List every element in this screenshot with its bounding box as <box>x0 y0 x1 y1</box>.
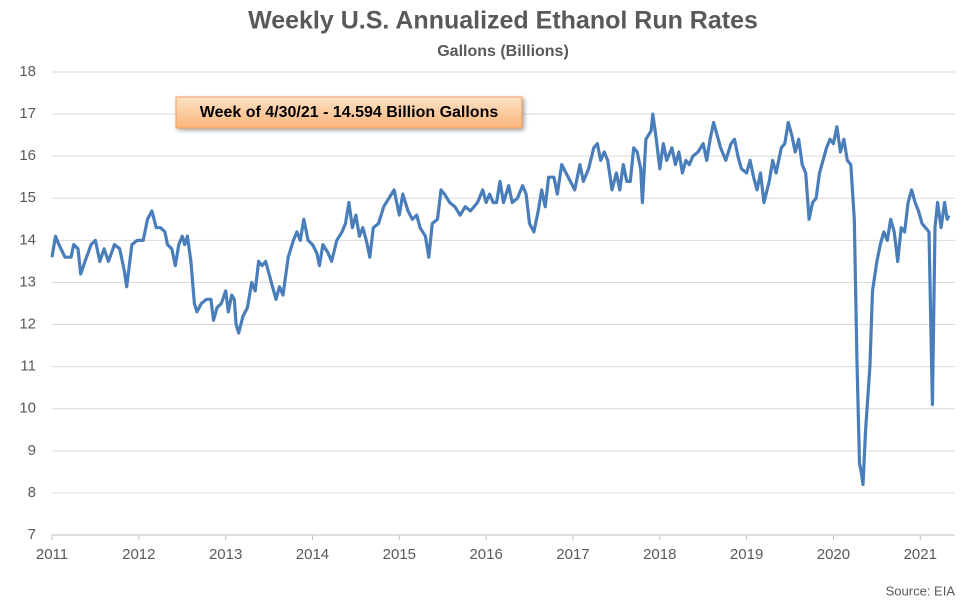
y-tick-label: 16 <box>19 147 36 164</box>
source: Source: EIA <box>886 583 956 598</box>
x-tick-label: 2013 <box>209 546 242 563</box>
y-tick-label: 15 <box>19 189 36 206</box>
y-tick-label: 13 <box>19 273 36 290</box>
data-line <box>50 112 951 487</box>
x-tick-label: 2011 <box>36 546 68 563</box>
y-tick-label: 14 <box>19 231 36 248</box>
x-tick-label: 2018 <box>643 546 676 563</box>
y-tick-label: 8 <box>28 484 36 501</box>
chart-subtitle: Gallons (Billions) <box>437 43 569 60</box>
x-tick-label: 2012 <box>122 546 155 563</box>
chart-title: Weekly U.S. Annualized Ethanol Run Rates <box>248 7 758 35</box>
x-tick-label: 2021 <box>904 546 937 563</box>
x-tick-label: 2014 <box>296 546 329 563</box>
x-tick-label: 2020 <box>817 546 850 563</box>
y-tick-label: 9 <box>28 442 36 459</box>
y-tick-label: 18 <box>19 63 36 80</box>
x-tick-label: 2016 <box>469 546 502 563</box>
y-tick-label: 11 <box>20 358 36 375</box>
y-tick-label: 17 <box>19 105 36 122</box>
x-tick-label: 2015 <box>383 546 416 563</box>
plot <box>50 112 951 487</box>
grid <box>51 71 955 540</box>
x-tick-label: 2017 <box>556 546 589 563</box>
y-tick-label: 12 <box>19 316 36 333</box>
x-tick-label: 2019 <box>730 546 763 563</box>
y-tick-label: 10 <box>19 400 36 417</box>
y-tick-label: 7 <box>28 526 36 543</box>
annotation-box <box>175 96 523 129</box>
annotation: Week of 4/30/21 - 14.594 Billion Gallons <box>200 104 499 121</box>
